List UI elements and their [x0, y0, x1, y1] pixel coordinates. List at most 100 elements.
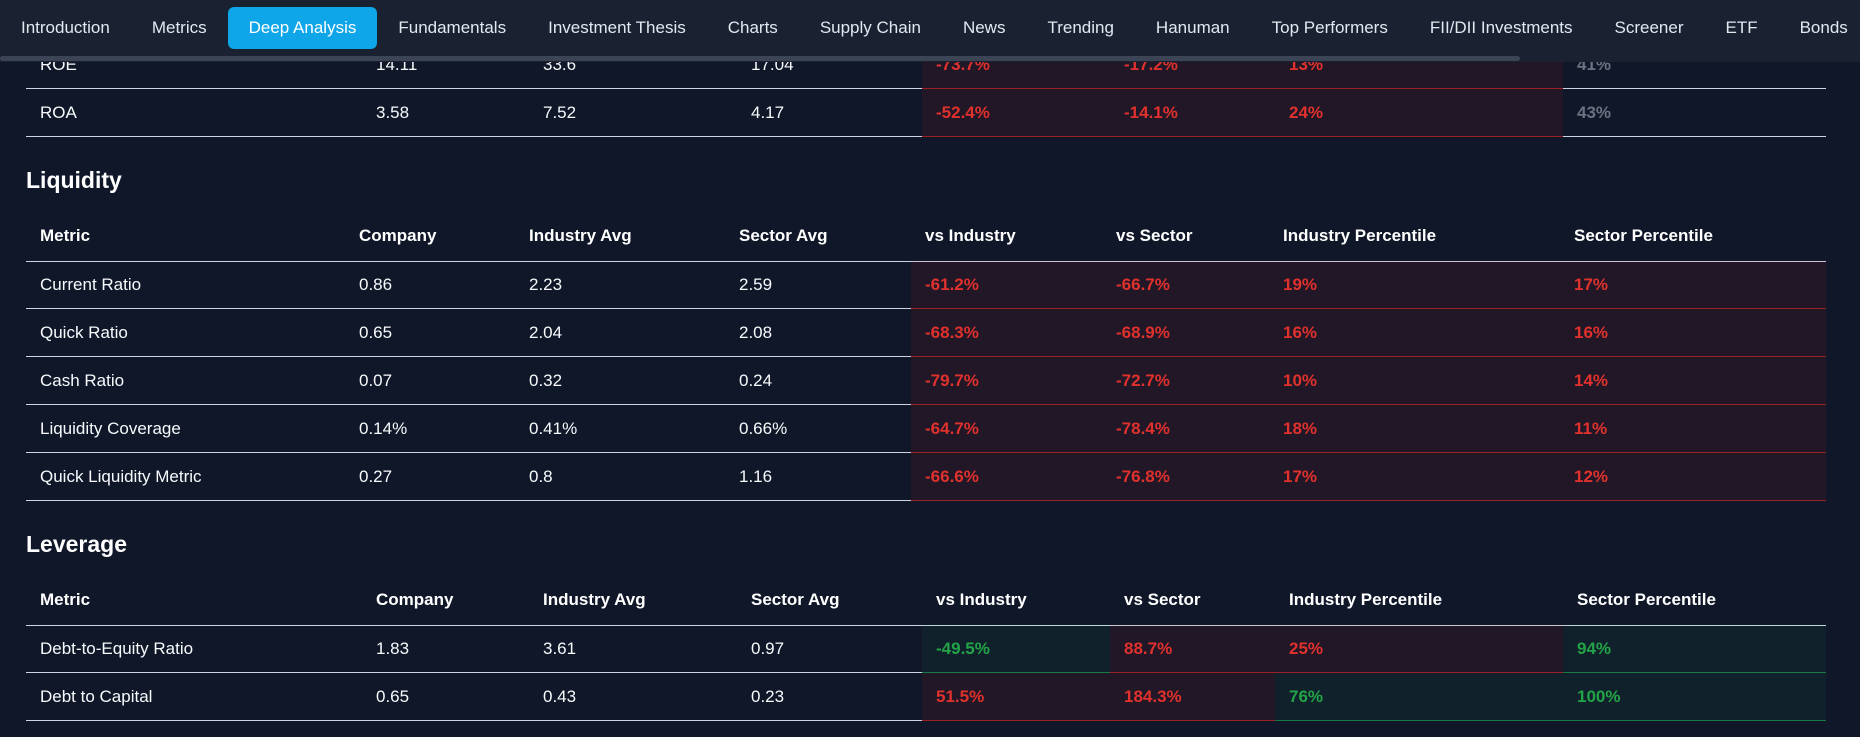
row-divider	[911, 308, 1102, 309]
tab-list: Introduction Metrics Deep Analysis Fundamen…	[0, 7, 1860, 49]
metric-value: 88.7%	[1124, 639, 1173, 658]
column-header: Company	[376, 590, 454, 609]
column-header: Metric	[40, 590, 91, 609]
metric-value: -61.2%	[925, 275, 979, 294]
nav-tab[interactable]: Screener	[1614, 18, 1684, 37]
metric-value: 2.23	[529, 275, 563, 294]
metric-value: 2.08	[739, 323, 773, 342]
row-divider	[1275, 672, 1563, 673]
nav-tab[interactable]: Metrics	[151, 18, 207, 37]
row-divider	[26, 720, 922, 721]
metric-value: -72.7%	[1116, 371, 1170, 390]
column-header: vs Industry	[925, 226, 1016, 245]
section-heading: Leverage	[26, 531, 128, 557]
row-divider	[1275, 136, 1563, 137]
metric-value: 0.43	[543, 687, 577, 706]
row-divider	[26, 308, 911, 309]
cell-tint	[1560, 405, 1826, 453]
metric-value: 0.65	[359, 323, 393, 342]
metric-value: 100%	[1577, 687, 1621, 706]
metric-value: 0.07	[359, 371, 393, 390]
nav-tab[interactable]: News	[962, 18, 1006, 37]
nav-tab[interactable]: Introduction	[21, 18, 110, 37]
metric-name: Quick Ratio	[40, 323, 128, 342]
row-divider	[1560, 356, 1826, 357]
cell-tint	[1560, 261, 1826, 309]
metric-value: -78.4%	[1116, 419, 1170, 438]
nav-tab[interactable]: FII/DII Investments	[1429, 18, 1573, 37]
metric-value: 19%	[1283, 275, 1318, 294]
metric-value: 12%	[1574, 467, 1609, 486]
row-divider	[1269, 308, 1560, 309]
metric-value: 3.58	[376, 103, 410, 122]
row-divider	[1102, 308, 1269, 309]
cell-tint	[911, 357, 1102, 405]
metric-value: 76%	[1289, 687, 1324, 706]
cell-tint	[1560, 453, 1826, 501]
metric-value: 7.52	[543, 103, 577, 122]
cell-tint	[1269, 405, 1560, 453]
column-header: vs Sector	[1116, 226, 1193, 245]
cell-tint	[1560, 309, 1826, 357]
metric-name: Debt to Capital	[40, 687, 153, 706]
metric-value: -66.6%	[925, 467, 979, 486]
nav-tab[interactable]: Hanuman	[1155, 18, 1230, 37]
metric-value: 4.17	[751, 103, 785, 122]
cell-tint	[1563, 673, 1826, 721]
cell-tint	[922, 673, 1110, 721]
cell-tint	[1269, 357, 1560, 405]
metric-value: -68.9%	[1116, 323, 1170, 342]
row-divider	[911, 500, 1102, 501]
column-header: Industry Percentile	[1289, 590, 1443, 609]
nav-tab[interactable]: Deep Analysis	[227, 7, 378, 49]
cell-tint	[1269, 453, 1560, 501]
row-divider	[1563, 88, 1826, 89]
cell-tint	[1110, 89, 1275, 137]
metric-value: 16%	[1574, 323, 1609, 342]
metric-value: 0.23	[751, 687, 785, 706]
nav-tab[interactable]: Investment Thesis	[548, 18, 686, 37]
cell-tint	[1102, 309, 1269, 357]
nav-tab[interactable]: Trending	[1047, 18, 1114, 37]
metric-value: 51.5%	[936, 687, 985, 706]
metric-value: 25%	[1289, 639, 1324, 658]
metric-name: Liquidity Coverage	[40, 419, 181, 438]
row-divider	[922, 88, 1110, 89]
column-header: Sector Avg	[739, 226, 828, 245]
column-header: Industry Percentile	[1283, 226, 1437, 245]
metric-name: Quick Liquidity Metric	[40, 467, 202, 486]
nav-tab[interactable]: Supply Chain	[819, 18, 921, 37]
metric-value: 17%	[1574, 275, 1609, 294]
scrollbar	[0, 56, 1520, 61]
row-divider	[1269, 404, 1560, 405]
metric-name: Debt-to-Equity Ratio	[40, 639, 194, 658]
column-header: Sector Percentile	[1577, 590, 1716, 609]
nav-tab[interactable]: Fundamentals	[398, 18, 507, 37]
metric-value: 0.24	[739, 371, 773, 390]
metric-value: 14%	[1574, 371, 1609, 390]
column-header: Company	[359, 226, 437, 245]
row-divider	[26, 261, 1826, 262]
nav-tab[interactable]: Bonds	[1799, 18, 1848, 37]
cell-tint	[1110, 673, 1275, 721]
metric-value: 18%	[1283, 419, 1318, 438]
nav-tab[interactable]: Top Performers	[1271, 18, 1388, 37]
nav-bar: Introduction Metrics Deep Analysis Fundamen…	[0, 0, 1860, 62]
row-divider	[1110, 136, 1275, 137]
cell-tint	[922, 89, 1110, 137]
column-header: vs Industry	[936, 590, 1027, 609]
metric-value: 17%	[1283, 467, 1318, 486]
row-divider	[922, 136, 1110, 137]
row-divider	[26, 136, 922, 137]
nav-tab[interactable]: ETF	[1725, 18, 1758, 37]
row-divider	[26, 500, 911, 501]
cell-tint	[911, 309, 1102, 357]
nav-tab[interactable]: Charts	[727, 18, 778, 37]
metric-value: 16%	[1283, 323, 1318, 342]
metric-value: 10%	[1283, 371, 1318, 390]
cell-tint	[911, 453, 1102, 501]
metric-value: 2.04	[529, 323, 563, 342]
row-divider	[26, 88, 922, 89]
